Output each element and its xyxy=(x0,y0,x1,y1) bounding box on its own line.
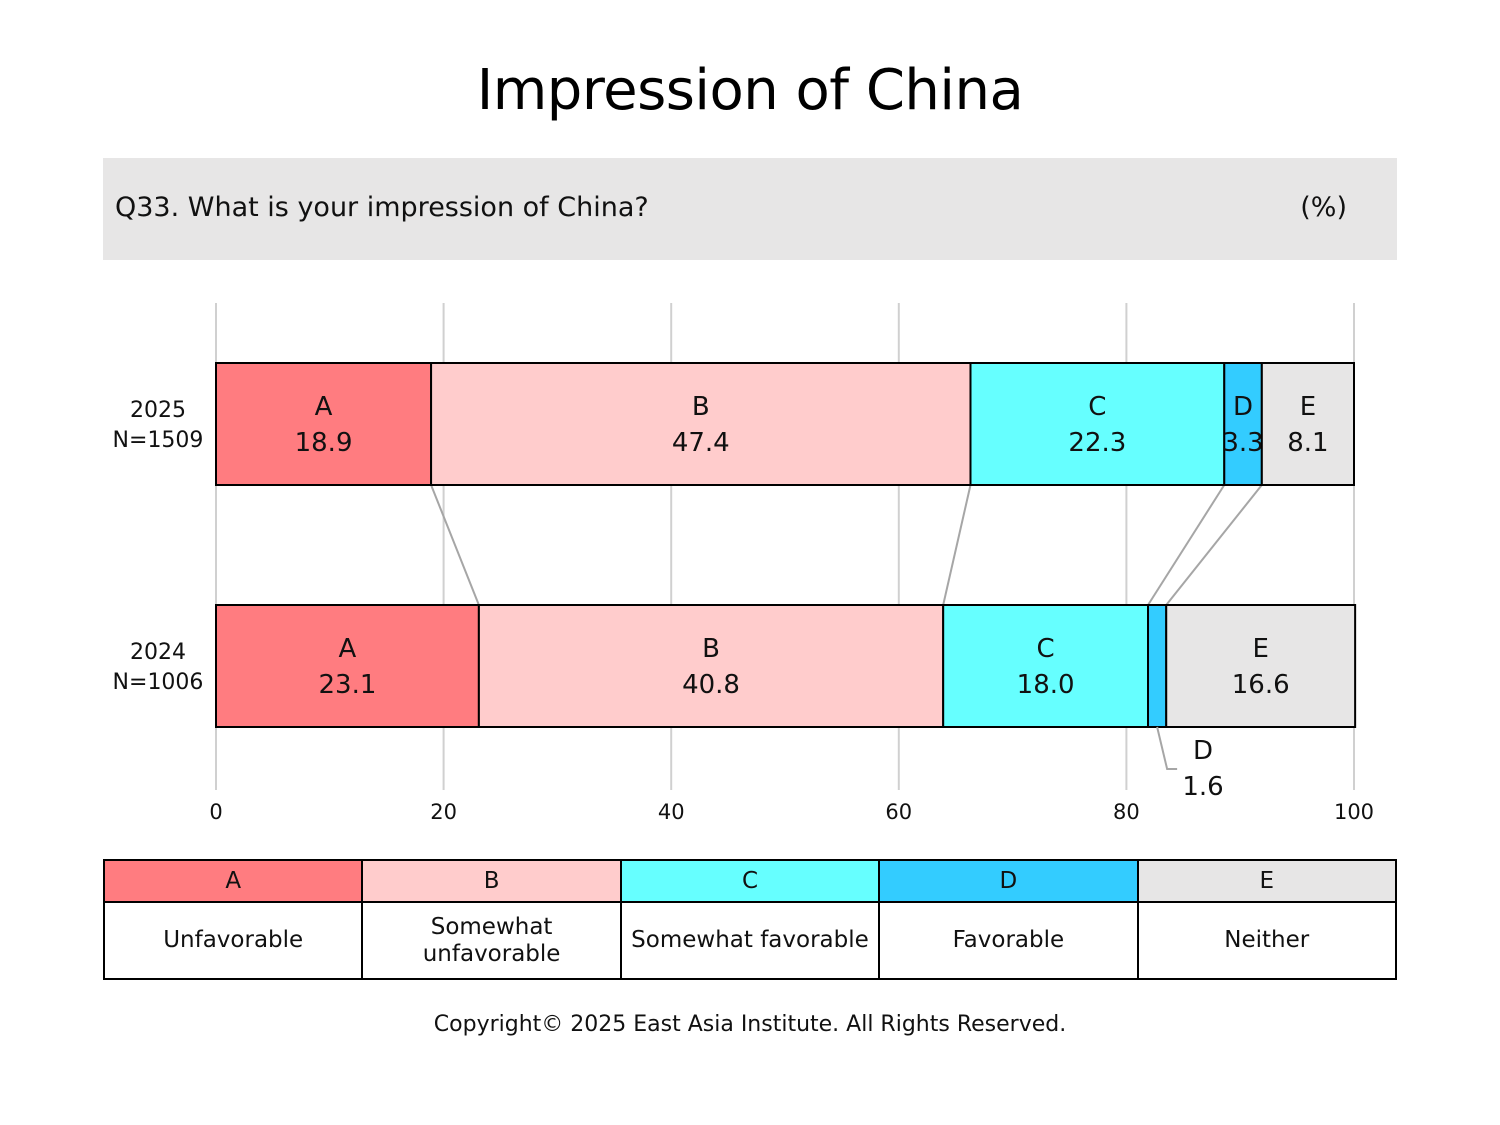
legend-key-a: A xyxy=(102,859,364,903)
data-label: 18.0 xyxy=(1017,670,1075,700)
legend-key-c: C xyxy=(619,859,881,903)
connector-line xyxy=(1147,484,1226,606)
segment-key-label: D xyxy=(1233,392,1253,422)
category-year-label: 2024 xyxy=(130,640,186,665)
segment-key-label: C xyxy=(1037,634,1055,664)
bar-segment-b xyxy=(430,362,972,486)
bar-segment-e xyxy=(1260,362,1356,486)
segment-key-label: B xyxy=(692,392,710,422)
legend-key-e: E xyxy=(1136,859,1398,903)
x-tick-label: 0 xyxy=(209,800,222,824)
category-year-label: 2025 xyxy=(130,398,186,423)
data-label: 23.1 xyxy=(318,670,376,700)
data-label: 47.4 xyxy=(672,428,730,458)
question-text: Q33. What is your impression of China? xyxy=(115,192,649,223)
bar-segment-c xyxy=(969,362,1226,486)
data-label: 22.3 xyxy=(1068,428,1126,458)
bar-segment-b xyxy=(477,604,945,728)
legend-label-a: Unfavorable xyxy=(102,901,364,980)
bar-segment-a xyxy=(215,604,480,728)
segment-key-label: C xyxy=(1088,392,1106,422)
legend-label-d: Favorable xyxy=(878,901,1139,980)
connector-line xyxy=(430,484,480,606)
legend-label-b: Somewhat unfavorable xyxy=(361,901,622,980)
data-label: 3.3 xyxy=(1222,428,1263,458)
data-label: 40.8 xyxy=(682,670,740,700)
segment-key-label: A xyxy=(315,392,333,422)
connector-line xyxy=(942,484,972,606)
category-n-label: N=1006 xyxy=(113,670,204,695)
legend-table: A B C D E Unfavorable Somewhat unfavorab… xyxy=(102,859,1398,980)
unit-label: (%) xyxy=(1300,192,1347,223)
bar-segment-c xyxy=(942,604,1150,728)
data-label: 1.6 xyxy=(1182,772,1223,802)
legend-key-d: D xyxy=(878,859,1139,903)
x-tick-label: 80 xyxy=(1113,800,1140,824)
bar-segment-e xyxy=(1165,604,1357,728)
bar-segment-d xyxy=(1223,362,1263,486)
copyright-text: Copyright© 2025 East Asia Institute. All… xyxy=(433,1012,1067,1037)
data-label: 16.6 xyxy=(1232,670,1290,700)
question-bar: Q33. What is your impression of China? (… xyxy=(103,158,1397,260)
legend-label-c: Somewhat favorable xyxy=(619,901,881,980)
x-tick-label: 100 xyxy=(1334,800,1374,824)
data-label: 8.1 xyxy=(1287,428,1328,458)
category-n-label: N=1509 xyxy=(113,428,204,453)
x-tick-label: 60 xyxy=(885,800,912,824)
bar-segment-d xyxy=(1147,604,1168,728)
segment-key-label: A xyxy=(339,634,357,664)
legend-label-e: Neither xyxy=(1136,901,1398,980)
stacked-bar-chart: 0 20 40 60 80 100 2025 N=1509 A 18.9 B 47.4 C 22.3 D 3.… xyxy=(113,303,1374,824)
data-label: 18.9 xyxy=(295,428,353,458)
segment-key-label: E xyxy=(1252,634,1268,664)
segment-key-label: B xyxy=(702,634,720,664)
x-tick-label: 20 xyxy=(430,800,457,824)
bar-segment-a xyxy=(215,362,433,486)
legend-key-b: B xyxy=(361,859,622,903)
segment-key-label: D xyxy=(1193,736,1213,766)
connector-line xyxy=(1165,484,1263,606)
callout-line xyxy=(1156,726,1178,770)
chart-title: Impression of China xyxy=(476,58,1024,123)
x-tick-label: 40 xyxy=(658,800,685,824)
segment-key-label: E xyxy=(1300,392,1316,422)
